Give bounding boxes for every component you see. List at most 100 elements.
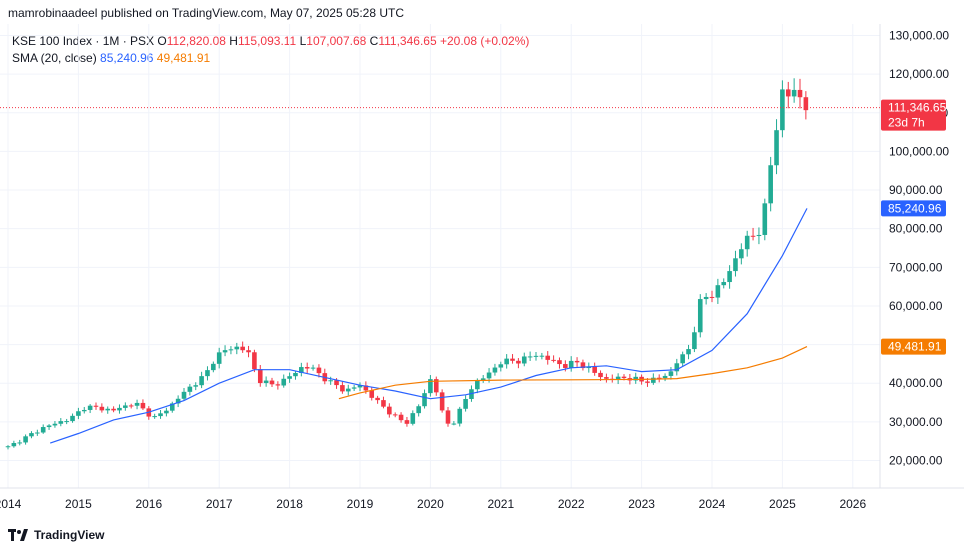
candle xyxy=(381,400,386,407)
sma-value-blue: 85,240.96 xyxy=(100,51,154,65)
x-tick-label: 2020 xyxy=(417,497,444,511)
candle xyxy=(475,380,480,390)
candle xyxy=(568,360,574,368)
candle xyxy=(287,376,292,379)
x-tick-label: 2018 xyxy=(276,497,303,511)
sma-line xyxy=(338,346,808,400)
candle xyxy=(5,446,11,448)
change-value: +20.08 (+0.02%) xyxy=(439,34,530,48)
y-tick-label: 30,000.00 xyxy=(889,415,943,429)
candle xyxy=(615,376,621,380)
y-tick-label: 130,000.00 xyxy=(889,29,949,43)
candle xyxy=(357,385,363,388)
candle xyxy=(457,408,463,424)
x-tick-label: 2015 xyxy=(65,497,92,511)
candle xyxy=(369,390,375,398)
candle xyxy=(123,405,128,408)
candle xyxy=(275,384,281,386)
candle xyxy=(23,436,28,443)
candle xyxy=(222,350,228,353)
candle xyxy=(598,372,603,378)
candle xyxy=(293,372,298,377)
candle xyxy=(205,370,210,377)
y-tick-label: 40,000.00 xyxy=(889,376,943,390)
candle xyxy=(334,380,339,386)
candle xyxy=(363,385,369,391)
candle xyxy=(533,355,539,357)
candle xyxy=(686,349,691,355)
candle xyxy=(134,402,140,406)
candle xyxy=(692,332,697,350)
candle xyxy=(504,358,509,365)
footer-brand: TradingView xyxy=(8,528,104,542)
candle xyxy=(216,352,222,364)
candle xyxy=(651,377,656,383)
price-label-box xyxy=(881,99,946,131)
candle xyxy=(169,403,175,411)
candle xyxy=(803,97,809,111)
candle xyxy=(756,234,762,237)
symbol-label: KSE 100 Index · 1M · PSX xyxy=(12,34,155,48)
candle xyxy=(193,385,199,387)
candle xyxy=(739,249,744,259)
candle xyxy=(668,371,674,376)
candle xyxy=(797,89,803,98)
close-label: C xyxy=(369,34,379,48)
candle xyxy=(240,346,245,351)
y-tick-label: 120,000.00 xyxy=(889,67,949,81)
candle xyxy=(498,364,504,368)
candle xyxy=(211,363,216,371)
candle xyxy=(586,366,592,369)
candle xyxy=(17,442,23,444)
candle xyxy=(316,367,322,374)
candle xyxy=(563,364,568,368)
candle xyxy=(199,376,204,386)
candle xyxy=(40,427,46,433)
candle xyxy=(416,406,421,414)
candle xyxy=(105,408,111,411)
low-value: 107,007.68 xyxy=(306,34,367,48)
candle xyxy=(117,407,122,411)
candle xyxy=(621,376,627,379)
candle xyxy=(340,385,345,392)
candle xyxy=(545,355,551,360)
candle xyxy=(152,416,157,418)
candle xyxy=(492,367,498,373)
footer-brand-label: TradingView xyxy=(34,528,105,542)
candle xyxy=(310,367,316,369)
candle xyxy=(674,363,680,372)
low-label: L xyxy=(299,34,307,48)
candle xyxy=(480,378,486,381)
candle xyxy=(187,386,193,392)
sma-axis-label-box xyxy=(881,338,946,355)
candle xyxy=(445,410,451,424)
candle xyxy=(662,375,668,379)
candle xyxy=(29,433,34,437)
candle xyxy=(87,405,93,410)
candle xyxy=(539,355,545,357)
candle xyxy=(181,391,187,399)
candle xyxy=(93,405,99,407)
candle xyxy=(486,372,492,379)
candle xyxy=(263,380,269,384)
candle xyxy=(81,409,87,412)
candle xyxy=(99,406,105,411)
y-tick-label: 90,000.00 xyxy=(889,183,943,197)
candle xyxy=(433,379,439,393)
candle xyxy=(76,411,81,416)
candle xyxy=(35,432,40,434)
x-tick-label: 2025 xyxy=(769,497,796,511)
close-value: 111,346.65 xyxy=(378,34,437,48)
candle xyxy=(592,366,597,373)
x-tick-label: 2014 xyxy=(0,497,22,511)
candle xyxy=(387,406,392,415)
price-label: 111,346.65 xyxy=(888,101,947,115)
candle xyxy=(727,271,732,283)
candle xyxy=(351,387,357,389)
y-tick-label: 60,000.00 xyxy=(889,299,943,313)
candle xyxy=(551,359,556,361)
candle xyxy=(574,360,580,363)
candle xyxy=(404,420,410,424)
publish-line: mamrobinaadeel published on TradingView.… xyxy=(8,6,405,20)
